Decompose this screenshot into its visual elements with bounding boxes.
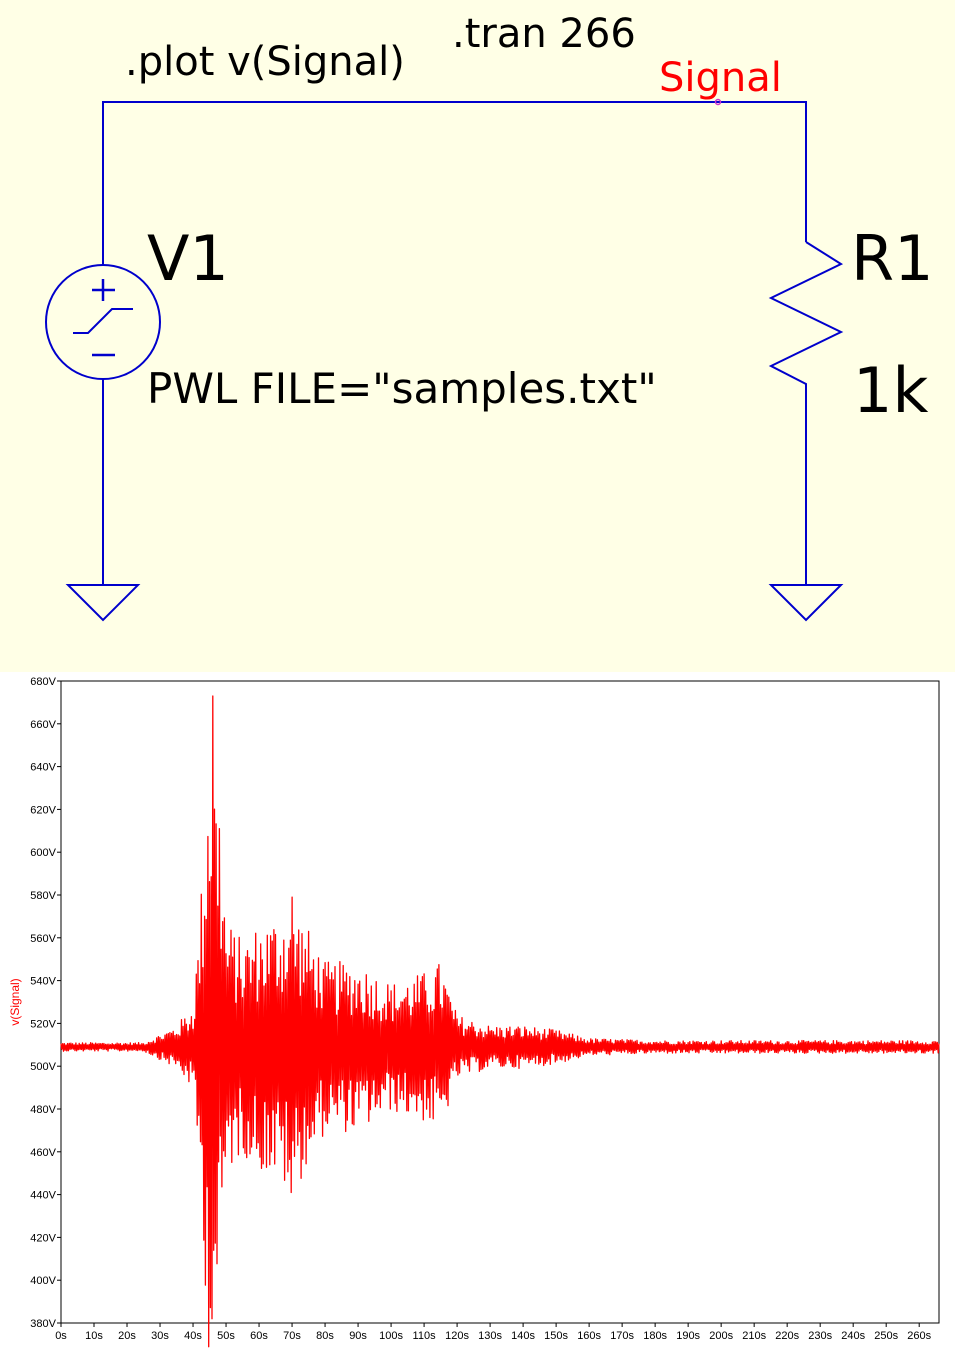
voltage-source-icon [45, 264, 161, 380]
net-junction-dot [714, 98, 722, 106]
y-tick-label: 520V [30, 1018, 56, 1030]
resistor-value-label[interactable]: 1k [853, 354, 929, 427]
y-tick-label: 400V [30, 1275, 56, 1287]
x-tick-label: 80s [316, 1330, 334, 1342]
x-tick-label: 110s [413, 1330, 437, 1342]
plot-directive[interactable]: .plot v(Signal) [125, 39, 405, 85]
y-tick-label: 600V [30, 847, 56, 859]
pwl-step-icon [73, 308, 133, 334]
schematic-drawing [45, 98, 844, 622]
y-axis-label: v(Signal) [8, 978, 22, 1025]
x-tick-label: 30s [151, 1330, 169, 1342]
y-tick-label: 440V [30, 1190, 56, 1202]
waveform-chart: 380V 400V 420V 440V 460V 480V 500V 520V 540V 560V… [8, 676, 940, 1348]
ground-icon-left [65, 584, 141, 622]
y-tick-label: 480V [30, 1104, 56, 1116]
y-tick-label: 500V [30, 1061, 56, 1073]
x-tick-label: 130s [478, 1330, 502, 1342]
x-tick-label: 180s [643, 1330, 667, 1342]
y-tick-label: 460V [30, 1147, 56, 1159]
trace-v-signal [60, 695, 940, 1348]
net-label-signal[interactable]: Signal [659, 55, 782, 101]
x-tick-label: 10s [85, 1330, 103, 1342]
x-tick-label: 220s [775, 1330, 799, 1342]
x-tick-label: 140s [511, 1330, 535, 1342]
x-tick-label: 20s [118, 1330, 136, 1342]
plot-frame [60, 680, 940, 1324]
x-tick-label: 100s [379, 1330, 403, 1342]
x-tick-label: 150s [544, 1330, 568, 1342]
x-tick-label: 250s [874, 1330, 898, 1342]
x-tick-label: 70s [283, 1330, 301, 1342]
y-tick-label: 560V [30, 933, 56, 945]
tran-directive[interactable]: .tran 266 [452, 11, 636, 57]
x-tick-label: 160s [577, 1330, 601, 1342]
resistor-icon [768, 241, 844, 400]
ground-icon-right [768, 584, 844, 622]
x-tick-label: 240s [841, 1330, 865, 1342]
waveform-viewer[interactable]: 380V 400V 420V 440V 460V 480V 500V 520V 540V 560V… [0, 672, 955, 1361]
resistor-name-label[interactable]: R1 [851, 222, 934, 295]
x-tick-label: 260s [907, 1330, 931, 1342]
y-tick-label: 540V [30, 976, 56, 988]
x-tick-label: 230s [808, 1330, 832, 1342]
schematic-canvas[interactable]: .plot v(Signal) .tran 266 Signal V1 PWL … [0, 0, 955, 672]
wire-top [102, 101, 807, 265]
x-tick-label: 120s [445, 1330, 469, 1342]
x-tick-label: 0s [55, 1330, 67, 1342]
y-tick-label: 680V [30, 676, 56, 688]
y-tick-label: 420V [30, 1232, 56, 1244]
y-tick-label: 620V [30, 804, 56, 816]
source-value-label[interactable]: PWL FILE="samples.txt" [147, 364, 657, 413]
x-tick-label: 50s [217, 1330, 235, 1342]
x-tick-label: 40s [184, 1330, 202, 1342]
x-tick-label: 170s [610, 1330, 634, 1342]
x-tick-label: 200s [709, 1330, 733, 1342]
y-tick-label: 580V [30, 890, 56, 902]
x-tick-label: 60s [250, 1330, 268, 1342]
y-tick-label: 640V [30, 762, 56, 774]
y-tick-label: 380V [30, 1318, 56, 1330]
x-tick-label: 190s [676, 1330, 700, 1342]
x-tick-label: 210s [742, 1330, 766, 1342]
y-tick-label: 660V [30, 719, 56, 731]
x-tick-label: 90s [349, 1330, 367, 1342]
source-name-label[interactable]: V1 [147, 222, 229, 295]
